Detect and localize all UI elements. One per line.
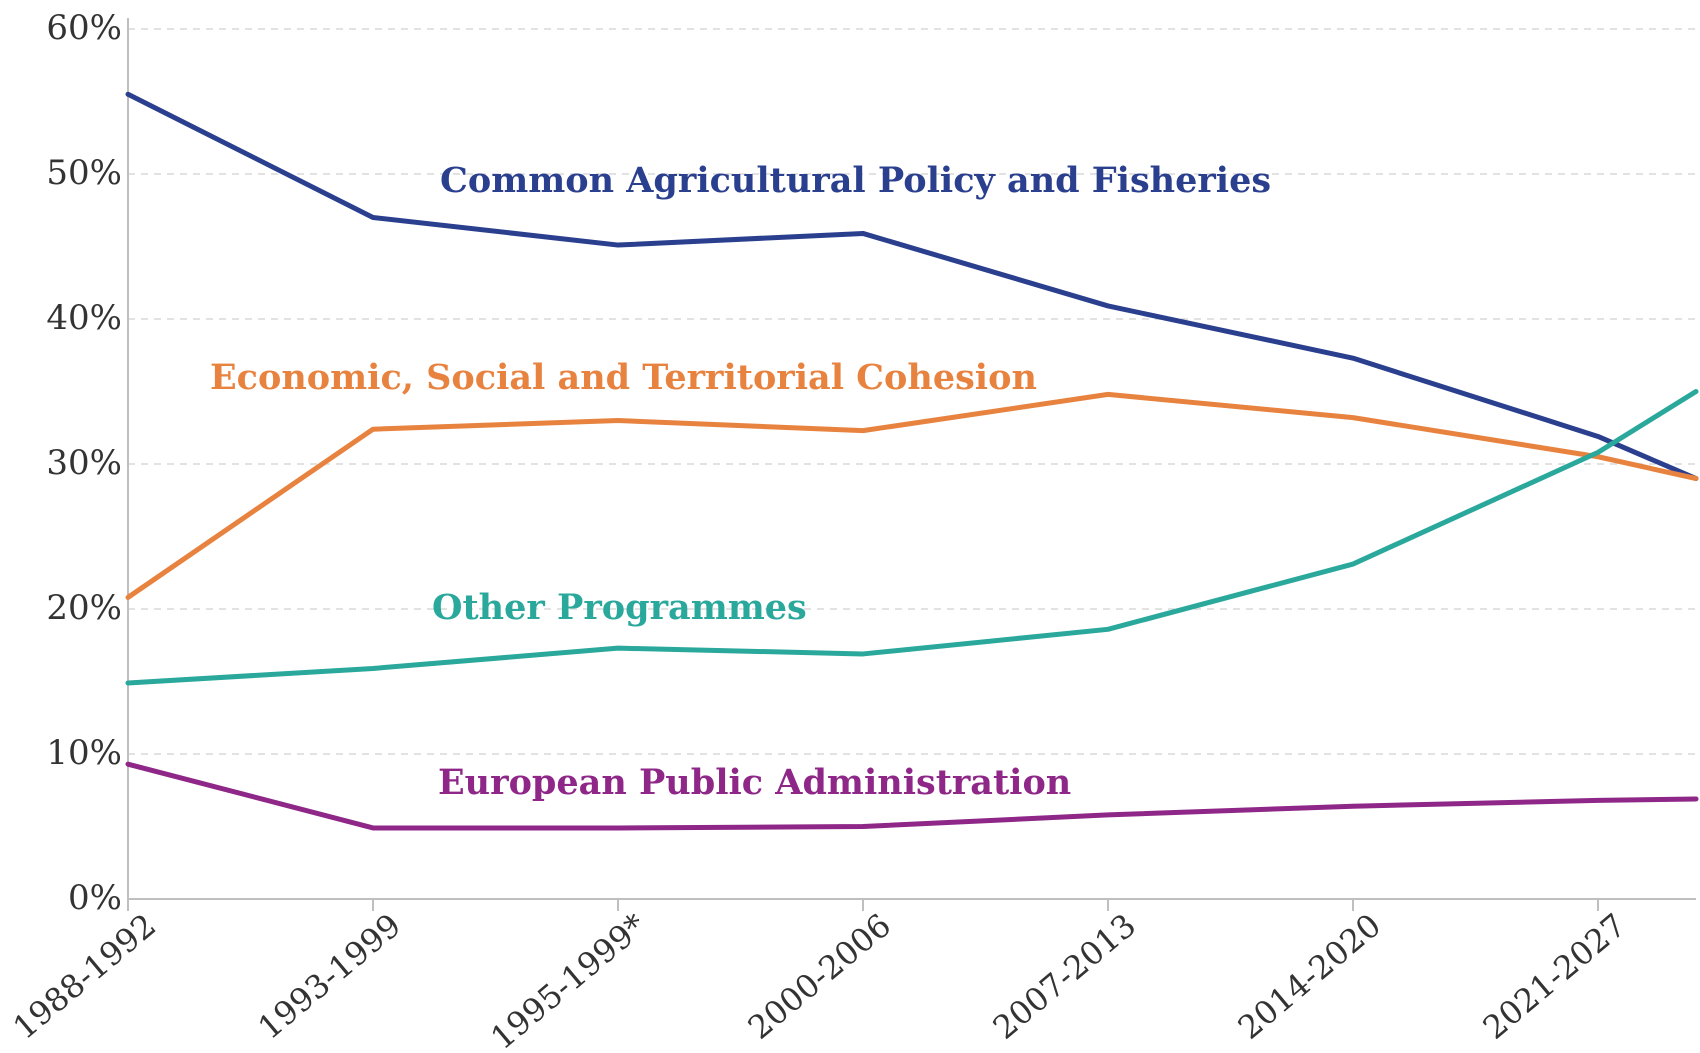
x-tick-label: 2000-2006: [741, 906, 898, 1047]
y-tick-label: 30%: [46, 443, 122, 483]
series-label: Economic, Social and Territorial Cohesio…: [210, 357, 1037, 398]
x-tick-label: 1995-1999*: [483, 906, 653, 1053]
series-lines: [125, 91, 1699, 831]
series-line-3: [125, 761, 1699, 831]
series-label: European Public Administration: [438, 762, 1071, 803]
y-tick-label: 20%: [46, 588, 122, 628]
y-tick-label: 0%: [68, 878, 122, 918]
x-tick-label: 1988-1992: [6, 906, 163, 1047]
x-tick-label: 2021-2027: [1476, 906, 1633, 1047]
y-tick-label: 40%: [46, 298, 122, 338]
series-line-2: [125, 389, 1699, 686]
series-line-0: [125, 91, 1699, 481]
series-labels: Common Agricultural Policy and Fisheries…: [210, 160, 1271, 803]
gridlines: [128, 28, 1696, 755]
x-tick-label: 2014-2020: [1231, 906, 1388, 1047]
x-tick-label: 2007-2013: [986, 906, 1143, 1047]
x-tick-label: 1993-1999: [251, 906, 408, 1047]
y-tick-label: 50%: [46, 153, 122, 193]
series-line-1: [125, 391, 1699, 600]
y-tick-label: 10%: [46, 733, 122, 773]
y-tick-label: 60%: [46, 8, 122, 48]
series-label: Other Programmes: [432, 587, 807, 628]
series-label: Common Agricultural Policy and Fisheries: [440, 160, 1271, 201]
